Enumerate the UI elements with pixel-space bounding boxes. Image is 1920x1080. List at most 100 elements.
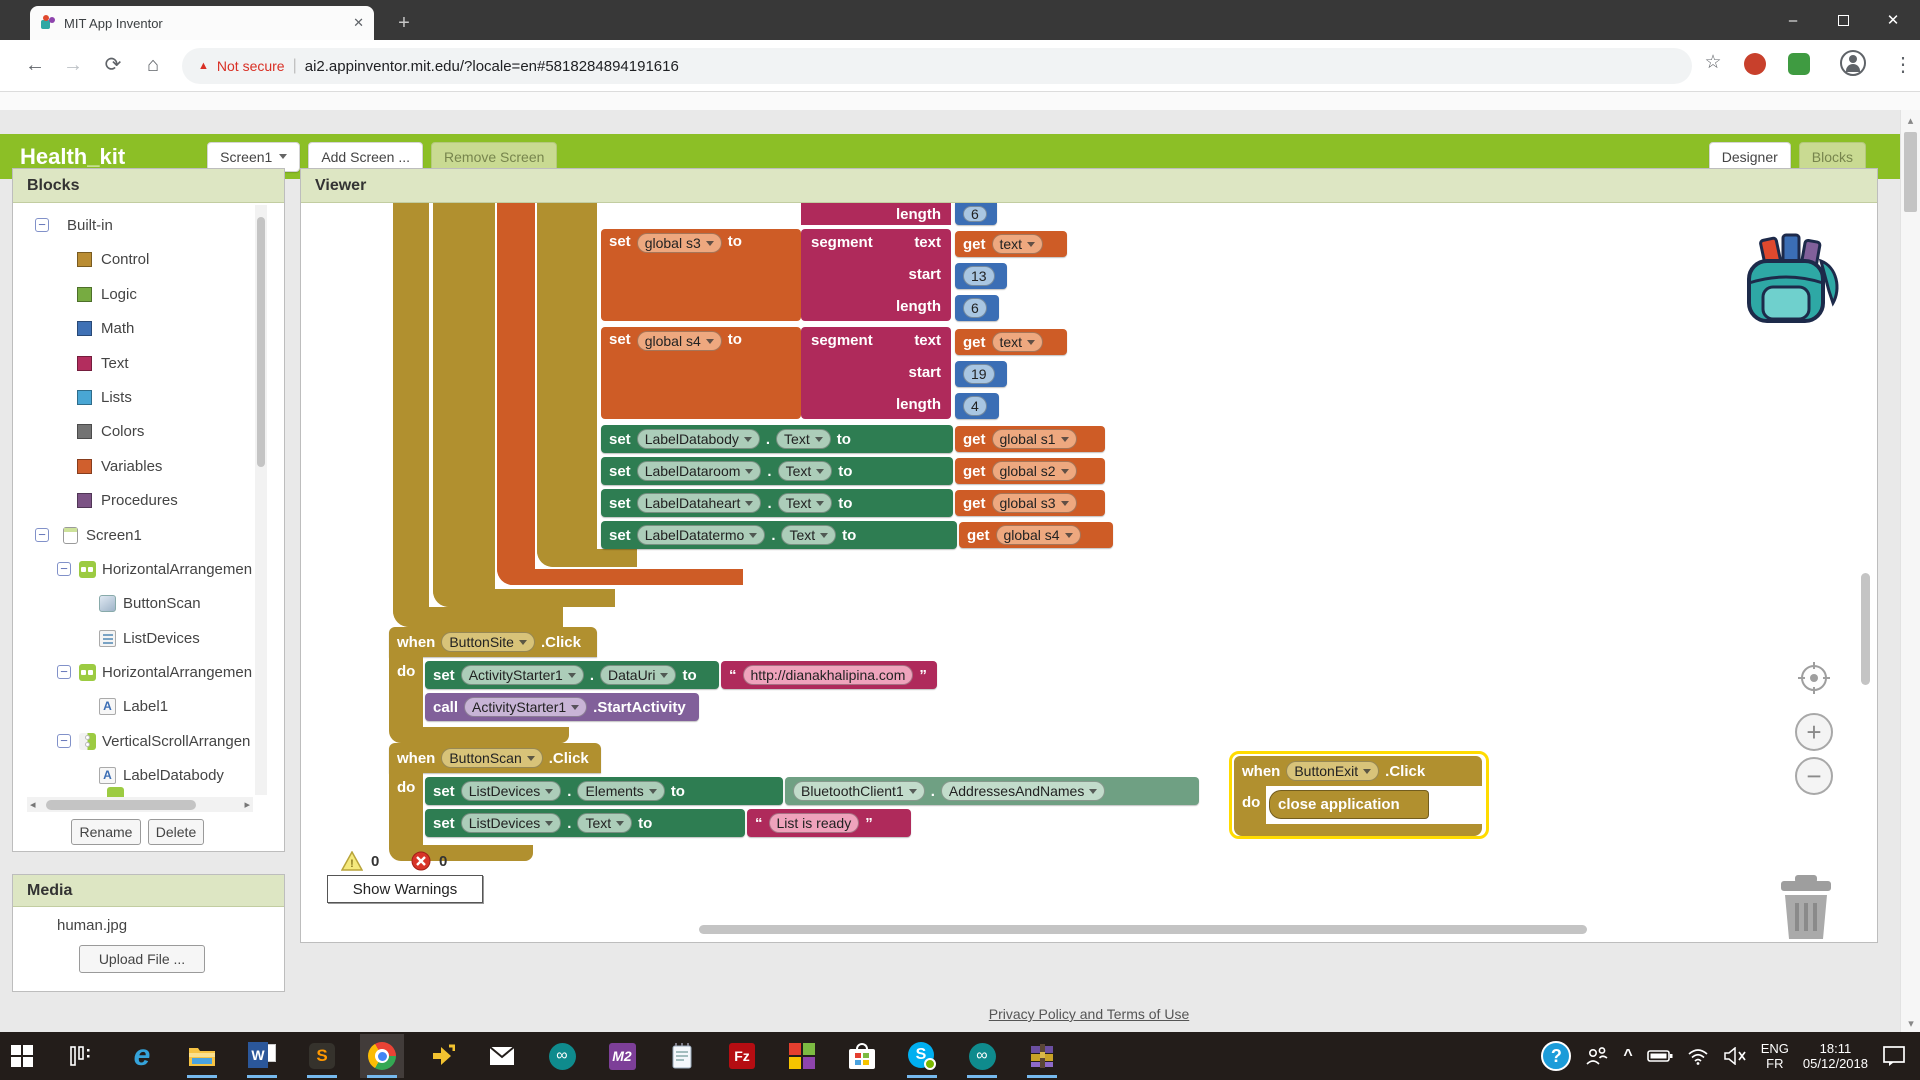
start-button[interactable] xyxy=(0,1034,44,1078)
task-view-icon[interactable] xyxy=(58,1034,102,1078)
taskbar-microsoft-store-icon[interactable] xyxy=(840,1034,884,1078)
browser-menu-icon[interactable]: ⋮ xyxy=(1893,54,1913,76)
taskbar-edge-icon[interactable]: e xyxy=(120,1034,164,1078)
volume-muted-icon[interactable] xyxy=(1723,1047,1747,1065)
variable-dropdown[interactable]: text xyxy=(991,234,1044,254)
variable-dropdown[interactable]: global s2 xyxy=(991,461,1077,481)
code-block-get-global-s4[interactable]: get global s4 xyxy=(959,522,1113,548)
designer-tab-button[interactable]: Designer xyxy=(1708,141,1791,172)
component-dropdown[interactable]: ListDevices xyxy=(460,813,562,833)
code-block-bluetoothclient-addressesandnames[interactable]: BluetoothClient1 . AddressesAndNames xyxy=(785,777,1199,805)
tree-horizontal-scrollbar-thumb[interactable] xyxy=(45,799,196,810)
code-block-partial-number[interactable]: 6 xyxy=(955,203,997,225)
when-block-bottom-bar[interactable] xyxy=(389,727,569,743)
extension-icon-1[interactable] xyxy=(1744,53,1766,75)
scroll-left-icon[interactable]: ◂ xyxy=(30,799,36,811)
variable-dropdown[interactable]: text xyxy=(991,332,1044,352)
not-secure-label[interactable]: Not secure xyxy=(216,58,285,74)
extension-icon-2[interactable] xyxy=(1788,53,1810,75)
code-block-set-listdevices-elements[interactable]: set ListDevices . Elements to xyxy=(425,777,783,805)
hidden-icons-chevron[interactable]: ^ xyxy=(1623,1047,1633,1064)
battery-icon[interactable] xyxy=(1646,1049,1673,1063)
variable-dropdown[interactable]: global s3 xyxy=(991,493,1077,513)
tree-node-buttonscan[interactable]: ButtonScan xyxy=(13,591,253,615)
language-indicator[interactable]: ENG FR xyxy=(1761,1041,1789,1071)
variable-dropdown[interactable]: global s4 xyxy=(636,331,722,351)
code-block-set-labeldatatermo-text[interactable]: set LabelDatatermo . Text to xyxy=(601,521,957,549)
taskbar-chrome-icon[interactable] xyxy=(360,1034,404,1078)
code-block-get-global-s1[interactable]: get global s1 xyxy=(955,426,1105,452)
screen-selector-button[interactable]: Screen1 xyxy=(207,141,301,172)
zoom-in-icon[interactable]: + xyxy=(1795,713,1833,751)
tab-close-icon[interactable]: ✕ xyxy=(353,15,364,30)
property-dropdown[interactable]: Elements xyxy=(577,781,665,801)
tree-node-verticalscrollarrangement[interactable]: − VerticalScrollArrangen xyxy=(13,729,253,753)
code-block-call-startactivity[interactable]: call ActivityStarter1 .StartActivity xyxy=(425,693,699,721)
home-icon[interactable]: ⌂ xyxy=(146,54,160,76)
when-block-left-bar[interactable]: do xyxy=(1234,786,1266,824)
wifi-icon[interactable] xyxy=(1687,1047,1709,1065)
taskbar-winrar-icon[interactable] xyxy=(1020,1034,1064,1078)
code-block-get-global-s3[interactable]: get global s3 xyxy=(955,490,1105,516)
code-block-outer-gold-frame[interactable] xyxy=(393,203,563,627)
collapse-icon[interactable]: − xyxy=(35,528,49,542)
media-file-item[interactable]: human.jpg xyxy=(57,917,128,934)
taskbar-word-icon[interactable]: W xyxy=(240,1034,284,1078)
reload-icon[interactable]: ⟳ xyxy=(104,54,122,76)
tree-node-builtin[interactable]: − Built-in xyxy=(13,213,253,237)
taskbar-m2sys-icon[interactable]: M2 xyxy=(600,1034,644,1078)
variable-dropdown[interactable]: global s1 xyxy=(991,429,1077,449)
blocks-tab-button[interactable]: Blocks xyxy=(1798,141,1866,172)
palette-item-variables[interactable]: Variables xyxy=(13,454,253,478)
component-dropdown[interactable]: ActivityStarter1 xyxy=(464,697,588,717)
code-block-url-string[interactable]: “ http://dianakhalipina.com ” xyxy=(721,661,937,689)
number-block[interactable]: 19 xyxy=(955,361,1007,387)
taskbar-colored-squares-icon[interactable] xyxy=(780,1034,824,1078)
string-value-field[interactable]: List is ready xyxy=(768,813,860,833)
add-screen-button[interactable]: Add Screen ... xyxy=(308,141,424,172)
code-block-set-labeldatabody-text[interactable]: set LabelDatabody . Text to xyxy=(601,425,953,453)
set-variable-block[interactable]: set global s4 to xyxy=(601,327,801,419)
action-center-icon[interactable] xyxy=(1882,1045,1906,1067)
address-bar[interactable]: ▲ Not secure | ai2.appinventor.mit.edu/?… xyxy=(182,48,1692,84)
code-block-orange-frame[interactable] xyxy=(497,203,743,585)
code-block-set-labeldataheart-text[interactable]: set LabelDataheart . Text to xyxy=(601,489,953,517)
string-value-field[interactable]: http://dianakhalipina.com xyxy=(742,665,914,685)
code-block-set-global-s3[interactable]: set global s3 to segment text start leng… xyxy=(601,229,1071,321)
back-icon[interactable]: ← xyxy=(25,54,45,76)
show-warnings-button[interactable]: Show Warnings xyxy=(327,875,483,903)
number-block[interactable]: 6 xyxy=(955,295,999,321)
window-minimize-button[interactable]: – xyxy=(1788,11,1798,29)
tree-horizontal-scrollbar[interactable]: ◂ ▸ xyxy=(27,797,253,812)
variable-dropdown[interactable]: global s3 xyxy=(636,233,722,253)
center-blocks-icon[interactable] xyxy=(1797,661,1831,695)
blocks-workspace[interactable]: length 6 set global s3 to segment text s… xyxy=(301,203,1877,942)
clock[interactable]: 18:11 05/12/2018 xyxy=(1803,1041,1868,1071)
component-dropdown[interactable]: LabelDatatermo xyxy=(636,525,766,545)
scroll-down-icon[interactable]: ▾ xyxy=(1908,1018,1914,1030)
warnings-icon[interactable]: ! xyxy=(341,851,363,871)
number-block[interactable]: 4 xyxy=(955,393,999,419)
property-dropdown[interactable]: Text xyxy=(577,813,633,833)
component-dropdown[interactable]: ListDevices xyxy=(460,781,562,801)
component-dropdown[interactable]: LabelDatabody xyxy=(636,429,760,449)
collapse-icon[interactable]: − xyxy=(57,562,71,576)
upload-file-button[interactable]: Upload File ... xyxy=(79,945,205,973)
workspace-horizontal-scrollbar-thumb[interactable] xyxy=(699,925,1587,934)
segment-block[interactable]: segment text start length xyxy=(801,327,951,419)
when-block-left-bar[interactable]: do xyxy=(389,773,423,845)
remove-screen-button[interactable]: Remove Screen xyxy=(431,141,558,172)
when-header[interactable]: when ButtonExit .Click xyxy=(1234,756,1482,786)
collapse-icon[interactable]: − xyxy=(57,665,71,679)
code-block-when-buttonexit-click-selected[interactable]: when ButtonExit .Click do close applicat… xyxy=(1229,751,1489,839)
property-dropdown[interactable]: Text xyxy=(777,493,833,513)
palette-item-colors[interactable]: Colors xyxy=(13,419,253,443)
bookmark-star-icon[interactable]: ☆ xyxy=(1704,52,1722,73)
code-block-set-global-s4[interactable]: set global s4 to segment text start leng… xyxy=(601,327,1071,419)
component-dropdown[interactable]: ButtonSite xyxy=(441,632,535,652)
tree-vertical-scrollbar[interactable] xyxy=(255,205,267,795)
workspace-vertical-scrollbar-thumb[interactable] xyxy=(1861,573,1870,685)
component-dropdown[interactable]: LabelDataroom xyxy=(636,461,762,481)
property-dropdown[interactable]: AddressesAndNames xyxy=(940,781,1106,801)
scroll-up-icon[interactable]: ▴ xyxy=(1907,115,1914,127)
